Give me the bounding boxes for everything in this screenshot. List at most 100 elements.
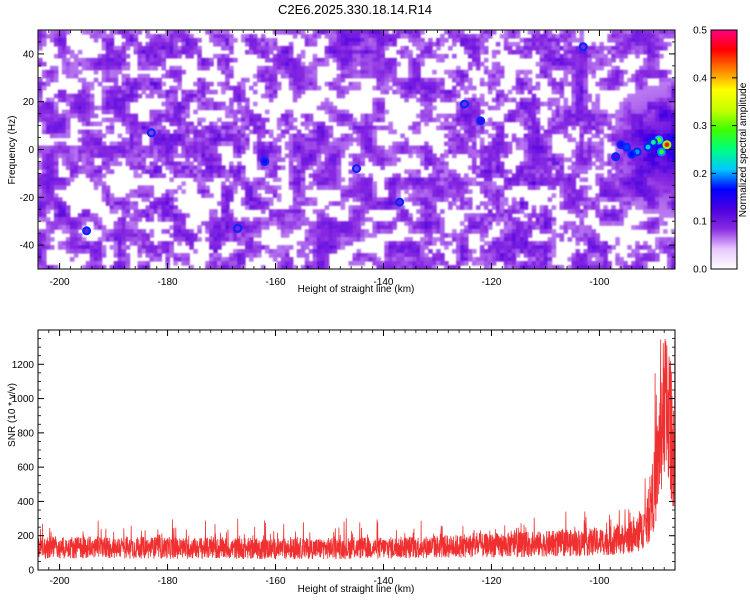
spectrogram-cell [631, 197, 636, 202]
spectrogram-cell [531, 129, 537, 135]
spectrogram-cell [559, 129, 565, 135]
spectrogram-cell [125, 145, 131, 151]
spectrogram-cell [324, 149, 330, 155]
spectrogram-cell [647, 105, 652, 111]
spectrogram-cell [643, 189, 648, 194]
spectrogram-cell [149, 161, 155, 167]
spectrogram-cell [177, 81, 182, 87]
spectrogram-cell [53, 205, 59, 210]
spectrogram-cell [61, 45, 67, 51]
spectrogram-cell [157, 145, 163, 151]
spectrogram-cell [137, 65, 143, 71]
spectrogram-cell [527, 89, 533, 95]
spectrogram-cell [229, 217, 234, 222]
spectrogram-cell [471, 133, 477, 139]
spectrogram-cell [555, 97, 561, 103]
spectrogram-cell [169, 189, 174, 194]
spectrogram-cell [615, 177, 620, 182]
spectrogram-cell [185, 53, 190, 59]
spectrogram-cell [125, 109, 131, 115]
spectrogram-cell [352, 161, 358, 167]
spectrogram-cell [296, 81, 302, 87]
spectrogram-cell [189, 37, 194, 43]
spectrogram-cell [284, 117, 290, 123]
spectrogram-cell [65, 145, 71, 151]
spectrogram-cell [627, 45, 632, 51]
spectrogram-cell [117, 89, 123, 95]
spectrogram-cell [547, 121, 553, 127]
spectrogram-cell [615, 117, 620, 123]
spectrogram-cell [543, 145, 549, 151]
spectrogram-cell [336, 153, 342, 159]
spectrogram-cell [535, 81, 541, 87]
spectrogram-cell [165, 149, 170, 155]
spectrogram-cell [65, 149, 71, 155]
spectrogram-cell [531, 93, 537, 99]
spectrogram-cell [412, 193, 417, 198]
spectrogram-cell [400, 89, 405, 95]
spectrogram-cell [268, 141, 274, 147]
spectrogram-cell [45, 101, 51, 107]
spectrogram-cell [663, 45, 668, 51]
spectrogram-cell [225, 133, 230, 139]
spectrogram-cell [141, 125, 147, 131]
spectrogram-cell [77, 137, 83, 143]
spectrogram-cell [205, 30, 210, 35]
spectrogram-cell [137, 85, 143, 91]
spectrogram-cell [272, 213, 278, 218]
spectrogram-cell [272, 189, 278, 194]
spectrogram-cell [109, 69, 115, 75]
spectrogram-cell [467, 53, 473, 59]
spectrogram-cell [125, 153, 131, 159]
spectrogram-cell [412, 81, 417, 87]
spectrogram-cell [165, 213, 170, 218]
spectrogram-cell [627, 173, 632, 178]
spectrogram-cell [579, 101, 585, 107]
spectrogram-cell [165, 105, 170, 111]
spectrogram-cell [519, 49, 525, 55]
spectrogram-cell [133, 141, 139, 147]
spectrogram-cell [197, 189, 202, 194]
spectrogram-cell [288, 177, 294, 182]
spectrogram-cell [332, 165, 338, 171]
spectrogram-cell [420, 161, 425, 167]
spectrogram-cell [41, 177, 47, 182]
spectrogram-cell [133, 93, 139, 99]
spectrogram-cell [225, 33, 230, 39]
spectrogram-cell [651, 113, 656, 119]
spectrogram-cell [105, 41, 111, 47]
spectrogram-cell [412, 121, 417, 127]
spectrogram-cell [221, 30, 226, 35]
spectrogram-cell [527, 149, 533, 155]
spectrogram-cell [440, 41, 445, 47]
spectrogram-cell [268, 161, 274, 167]
spectrogram-cell [300, 133, 306, 139]
spectrogram-cell [97, 57, 103, 63]
spectrogram-cell [304, 69, 310, 75]
spectrogram-cell [356, 185, 362, 190]
spectrogram-cell [320, 57, 326, 63]
spectrogram-cell [105, 117, 111, 123]
spectrogram-cell [332, 157, 338, 163]
spectrogram-cell [109, 33, 115, 39]
spectrogram-cell [364, 153, 370, 159]
spectrogram-cell [571, 30, 577, 35]
spectrogram-cell [360, 161, 366, 167]
spectrogram-cell [635, 45, 640, 51]
spectrogram-cell [663, 97, 668, 103]
spectrogram-cell [651, 61, 656, 67]
spectrogram-cell [643, 45, 648, 51]
spectrogram-cell [61, 129, 67, 135]
spectrogram-cell [424, 145, 429, 151]
spectrogram-cell [428, 145, 433, 151]
spectrogram-cell [201, 133, 206, 139]
spectrogram-cell [563, 173, 569, 178]
spectrogram-cell [623, 81, 628, 87]
spectrogram-cell [503, 149, 509, 155]
spectrogram-cell [292, 145, 298, 151]
spectrogram-cell [181, 217, 186, 222]
spectrogram-cell [268, 185, 274, 190]
spectrogram-cell [109, 49, 115, 55]
spectrogram-cell [547, 73, 553, 79]
spectrogram-cell [264, 117, 270, 123]
